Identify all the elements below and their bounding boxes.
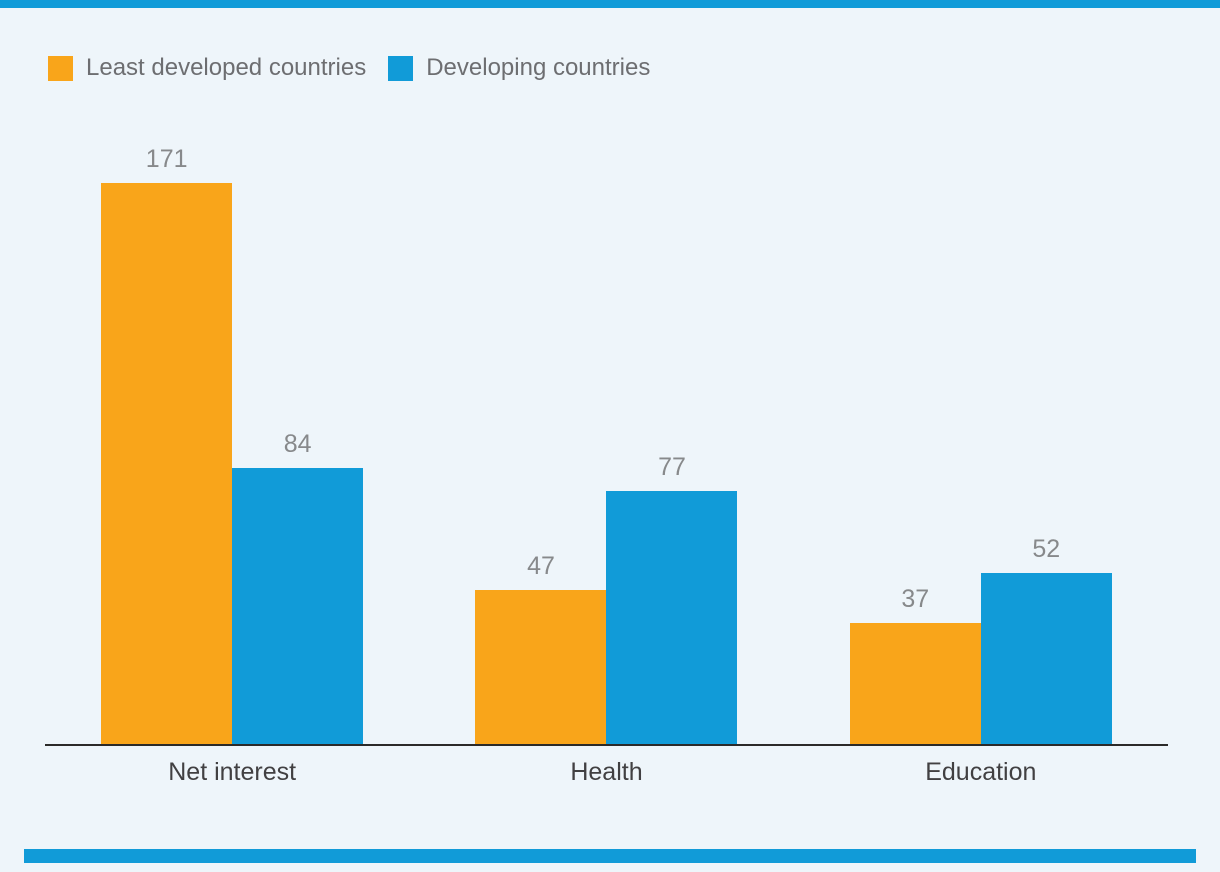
legend-item: Least developed countries xyxy=(48,54,366,82)
bar xyxy=(101,183,233,744)
category-label: Net interest xyxy=(168,758,297,786)
bar xyxy=(475,590,607,744)
category-label: Health xyxy=(570,758,643,786)
bottom-accent-strip xyxy=(24,849,1196,863)
bar xyxy=(606,491,738,744)
legend-label: Least developed countries xyxy=(86,54,367,81)
legend-item: Developing countries xyxy=(388,54,650,82)
x-axis-line xyxy=(45,744,1168,746)
bar-groups: 171 84 Net interest 47 77 Health 37 52 Education xyxy=(45,0,1168,786)
legend-label: Developing countries xyxy=(426,54,651,81)
bar xyxy=(232,468,364,744)
bar-value-label: 52 xyxy=(1032,535,1061,563)
bar xyxy=(980,573,1112,744)
bar-value-label: 37 xyxy=(901,585,930,613)
legend: Least developed countries Developing coun… xyxy=(48,54,650,82)
bar-chart: 171 84 Net interest 47 77 Health 37 52 Education xyxy=(45,0,1168,786)
bar-column: 52 xyxy=(980,535,1112,744)
bar-column: 37 xyxy=(849,585,981,744)
top-accent-strip xyxy=(0,0,1220,8)
bar-group-health: 47 77 Health xyxy=(475,453,738,786)
bar-value-label: 77 xyxy=(658,453,686,481)
bar-value-label: 47 xyxy=(527,552,555,580)
bar-column: 84 xyxy=(232,430,364,744)
bar-group-net-interest: 171 84 Net interest xyxy=(101,145,364,786)
bar xyxy=(849,623,981,744)
bar-column: 77 xyxy=(606,453,738,744)
bar-value-label: 171 xyxy=(145,145,188,173)
legend-swatch-icon xyxy=(388,55,414,81)
bar-column: 47 xyxy=(475,552,607,744)
category-label: Education xyxy=(925,758,1037,786)
legend-swatch-icon xyxy=(48,55,73,81)
bar-column: 171 xyxy=(101,145,233,744)
bar-group-education: 37 52 Education xyxy=(849,535,1112,786)
bar-value-label: 84 xyxy=(283,430,312,458)
